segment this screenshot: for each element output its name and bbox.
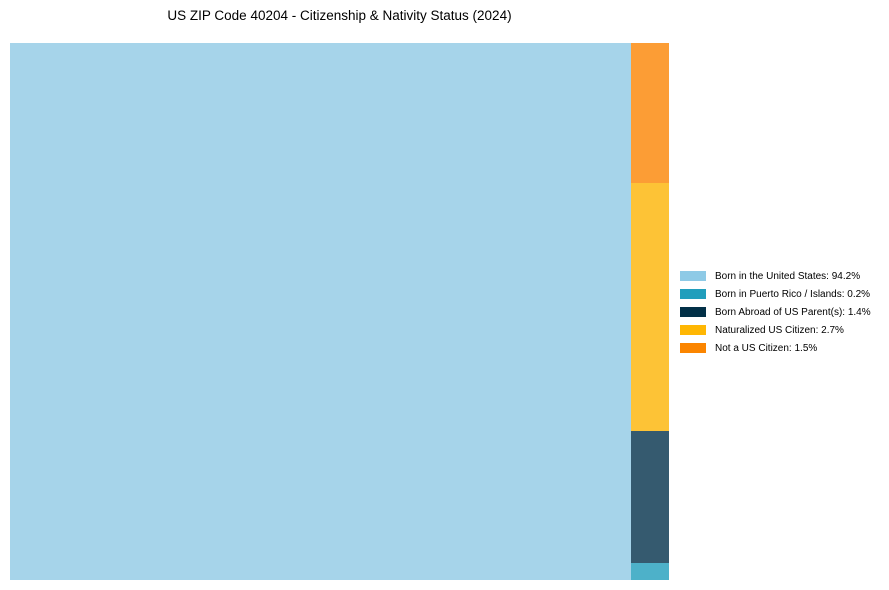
legend-swatch xyxy=(680,307,706,317)
tile-naturalized xyxy=(631,183,669,431)
legend-item: Born Abroad of US Parent(s): 1.4% xyxy=(680,303,871,321)
tile-born-us xyxy=(10,43,631,580)
tile-puerto-rico xyxy=(631,563,669,580)
legend-swatch xyxy=(680,343,706,353)
legend-label: Born in the United States: 94.2% xyxy=(715,270,861,282)
legend-label: Not a US Citizen: 1.5% xyxy=(715,342,818,354)
chart-title: US ZIP Code 40204 - Citizenship & Nativi… xyxy=(167,8,512,23)
legend-item: Born in Puerto Rico / Islands: 0.2% xyxy=(680,285,871,303)
legend-label: Naturalized US Citizen: 2.7% xyxy=(715,324,844,336)
legend-swatch xyxy=(680,271,706,281)
legend-swatch xyxy=(680,289,706,299)
legend-item: Not a US Citizen: 1.5% xyxy=(680,339,871,357)
tile-not-citizen xyxy=(631,43,669,183)
legend-label: Born Abroad of US Parent(s): 1.4% xyxy=(715,306,871,318)
legend-label: Born in Puerto Rico / Islands: 0.2% xyxy=(715,288,871,300)
legend: Born in the United States: 94.2% Born in… xyxy=(680,267,871,357)
legend-item: Born in the United States: 94.2% xyxy=(680,267,871,285)
tile-born-abroad xyxy=(631,431,669,563)
legend-swatch xyxy=(680,325,706,335)
legend-item: Naturalized US Citizen: 2.7% xyxy=(680,321,871,339)
